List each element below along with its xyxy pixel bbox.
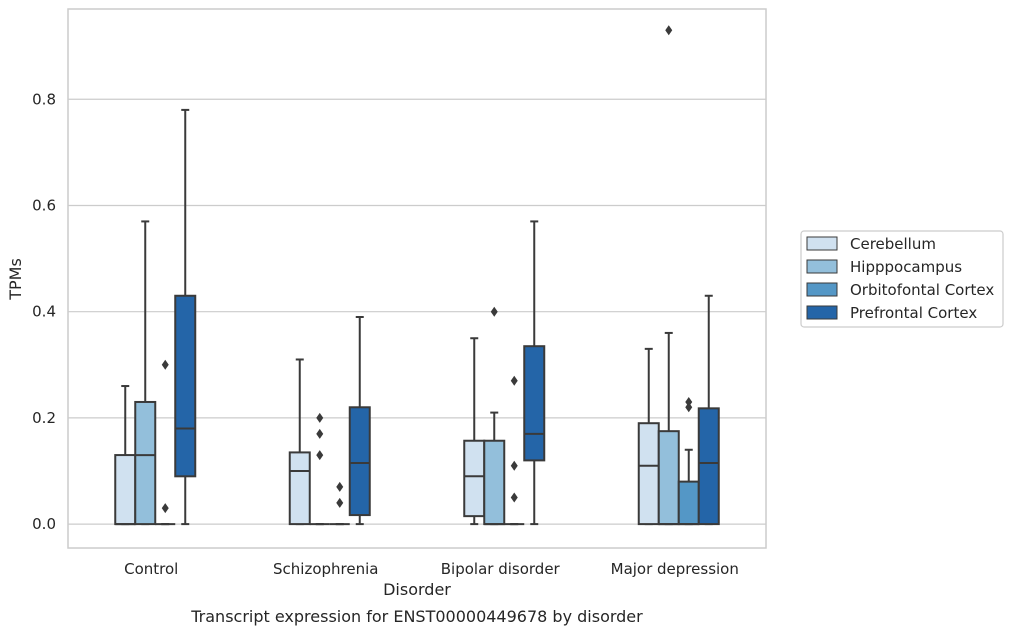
- outlier-point: [336, 481, 344, 492]
- box-iqr: [697, 407, 720, 526]
- y-tick-label: 0.0: [32, 515, 56, 533]
- box-group-control: [114, 108, 197, 526]
- box-iqr: [134, 400, 157, 526]
- legend-label: Prefrontal Cortex: [850, 304, 977, 322]
- y-tick-label: 0.6: [32, 196, 56, 214]
- box-orbitofontal-cortex: [677, 396, 700, 526]
- box-hipppocampus: [657, 25, 680, 526]
- box-prefrontal-cortex: [348, 316, 371, 526]
- legend-frame: [800, 230, 1004, 328]
- x-tick-label: Major depression: [611, 560, 739, 578]
- outlier-point: [685, 396, 693, 407]
- outlier-point: [316, 428, 324, 439]
- outlier-point: [161, 503, 169, 514]
- box-prefrontal-cortex: [697, 294, 720, 526]
- box-orbitofontal-cortex: [155, 359, 176, 526]
- plot-frame: [67, 8, 767, 549]
- box-group-bipolar-disorder: [463, 220, 546, 526]
- box-orbitofontal-cortex: [329, 481, 350, 526]
- x-tick-label: Bipolar disorder: [441, 560, 561, 578]
- box-groups: [114, 25, 720, 526]
- box-cerebellum: [288, 358, 311, 526]
- box-iqr: [174, 294, 197, 478]
- box-orbitofontal-cortex: [504, 375, 525, 526]
- outlier-point: [161, 359, 169, 370]
- box-hipppocampus: [134, 220, 157, 526]
- outlier-point: [336, 497, 344, 508]
- legend-label: Cerebellum: [850, 235, 936, 253]
- box-group-schizophrenia: [288, 316, 371, 526]
- legend-item: Hipppocampus: [806, 258, 962, 276]
- y-tick-label: 0.2: [32, 409, 56, 427]
- box-iqr: [288, 451, 311, 526]
- x-axis-title: Disorder: [383, 580, 451, 599]
- chart-caption: Transcript expression for ENST0000044967…: [190, 607, 643, 626]
- x-axis-ticks: Control Schizophrenia Bipolar disorder Majo…: [124, 560, 739, 578]
- y-axis-title: TPMs: [6, 258, 25, 301]
- legend: Cerebellum Hipppocampus Orbitofontal Corte…: [800, 230, 1004, 328]
- outlier-point: [316, 412, 324, 423]
- outlier-point: [490, 306, 498, 317]
- legend-swatch: [806, 259, 838, 274]
- legend-label: Orbitofontal Cortex: [850, 281, 994, 299]
- outlier-point: [316, 450, 324, 461]
- box-cerebellum: [114, 385, 137, 526]
- outlier-point: [510, 375, 518, 386]
- box-hipppocampus: [483, 306, 506, 526]
- legend-swatch: [806, 236, 838, 251]
- x-tick-label: Control: [124, 560, 178, 578]
- legend-item: Prefrontal Cortex: [806, 304, 977, 322]
- box-prefrontal-cortex: [523, 220, 546, 526]
- y-tick-label: 0.8: [32, 90, 56, 108]
- y-axis-ticks: 0.0 0.2 0.4 0.6 0.8: [32, 90, 56, 533]
- box-iqr: [463, 439, 486, 518]
- box-iqr: [114, 454, 137, 526]
- legend-label: Hipppocampus: [850, 258, 962, 276]
- box-iqr: [637, 422, 660, 526]
- y-tick-label: 0.4: [32, 303, 56, 321]
- box-iqr: [657, 430, 680, 526]
- box-iqr: [483, 439, 506, 526]
- box-iqr: [523, 345, 546, 462]
- box-cerebellum: [463, 337, 486, 526]
- legend-item: Orbitofontal Cortex: [806, 281, 994, 299]
- outlier-point: [685, 402, 693, 413]
- box-cerebellum: [637, 347, 660, 526]
- outlier-point: [510, 492, 518, 503]
- box-iqr: [348, 406, 371, 517]
- legend-swatch: [806, 282, 838, 297]
- box-hipppocampus: [309, 412, 330, 526]
- box-iqr: [677, 480, 700, 526]
- x-tick-label: Schizophrenia: [273, 560, 378, 578]
- outlier-point: [665, 25, 673, 36]
- legend-item: Cerebellum: [806, 235, 936, 253]
- legend-swatch: [806, 305, 838, 320]
- box-group-major-depression: [637, 25, 720, 526]
- outlier-point: [510, 460, 518, 471]
- box-prefrontal-cortex: [174, 108, 197, 526]
